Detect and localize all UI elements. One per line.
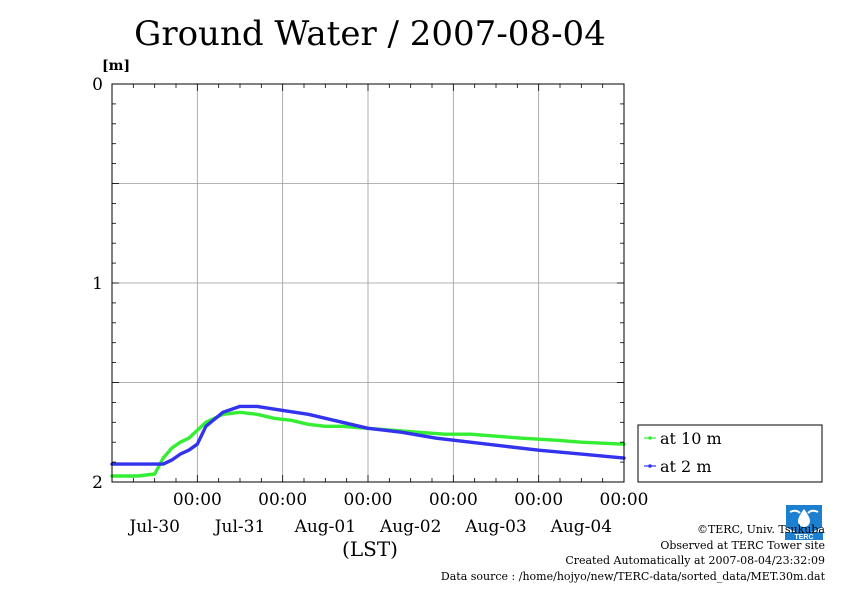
footer-credits: ©TERC, Univ. Tsukuba Observed at TERC To… <box>441 522 825 584</box>
terc-logo-band <box>785 532 823 540</box>
x-tick-date-label: Jul-31 <box>213 517 266 537</box>
copyright-text: ©TERC, Univ. Tsukuba <box>696 523 825 536</box>
series-lines <box>110 404 626 478</box>
terc-logo-text: TERC <box>794 534 813 541</box>
series-line <box>110 410 626 478</box>
x-tick-date-label: Aug-03 <box>464 517 526 537</box>
legend-label: at 2 m <box>660 457 712 476</box>
series-line <box>110 404 626 466</box>
x-tick-date-label: Aug-02 <box>379 517 441 537</box>
source-text: Data source : /home/hojyo/new/TERC-data/… <box>440 569 825 583</box>
x-tick-time-label: 00:00 <box>514 490 563 510</box>
legend-marker <box>648 464 652 468</box>
created-text: Created Automatically at 2007-08-04/23:3… <box>565 554 825 567</box>
tick-labels: 0 1 2 00:00 Jul-30 00:00 Jul-31 00:00 Aug-01 00:0… <box>92 75 648 537</box>
x-tick-time-label: 00:00 <box>173 490 222 510</box>
legend: at 10 m at 2 m <box>637 424 823 483</box>
y-tick-label: 2 <box>92 473 103 493</box>
legend-marker <box>648 436 652 440</box>
x-tick-time-label: 00:00 <box>344 490 393 510</box>
y-tick-label: 1 <box>92 274 103 294</box>
grid <box>112 84 624 482</box>
terc-logo: TERC <box>785 505 823 541</box>
legend-label: at 10 m <box>660 429 722 448</box>
x-tick-time-label: 00:00 <box>258 490 307 510</box>
x-tick-date-label: Jul-30 <box>127 517 180 537</box>
legend-box <box>637 424 823 483</box>
axis-ticks <box>111 83 625 483</box>
x-axis-unit-label: (LST) <box>342 537 398 561</box>
page-title: Ground Water / 2007-08-04 <box>134 14 606 54</box>
water-drop-icon <box>798 509 810 527</box>
wave-icon <box>789 509 801 514</box>
x-tick-time-label: 00:00 <box>429 490 478 510</box>
y-tick-label: 0 <box>92 75 103 95</box>
x-tick-date-label: Aug-01 <box>294 517 356 537</box>
y-axis-unit-label: [m] <box>102 58 131 74</box>
site-text: Observed at TERC Tower site <box>660 538 825 552</box>
x-tick-date-label: Aug-04 <box>550 517 612 537</box>
x-tick-time-label: 00:00 <box>600 490 649 510</box>
wave-icon <box>807 509 819 514</box>
